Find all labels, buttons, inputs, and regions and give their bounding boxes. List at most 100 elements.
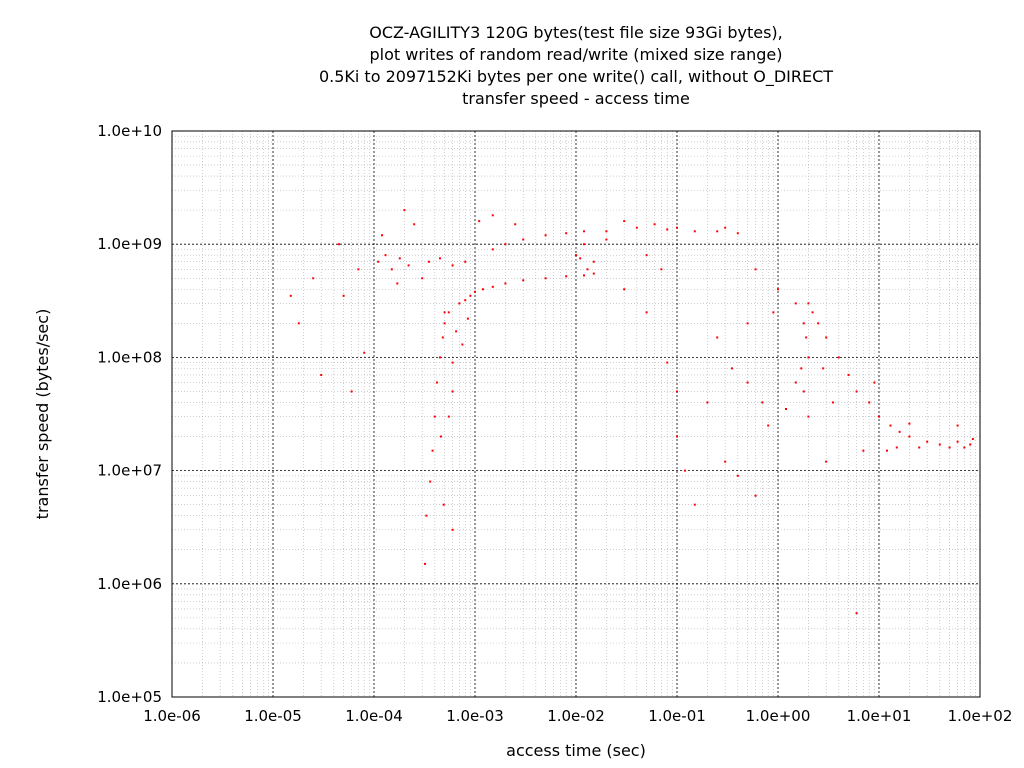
data-point [504,282,507,285]
data-point [429,480,432,483]
data-point [802,390,805,393]
data-point [427,260,430,263]
data-point [969,443,972,446]
data-point [660,268,663,271]
data-point [586,268,589,271]
data-point [956,424,959,427]
data-point [676,226,678,229]
x-tick-label: 1.0e-01 [648,707,706,725]
data-point [458,302,461,305]
data-point [469,294,472,297]
data-point [582,274,585,277]
data-point [312,277,315,280]
data-point [504,243,507,246]
x-tick-label: 1.0e-03 [446,707,504,725]
data-point [481,288,484,291]
x-tick-label: 1.0e-02 [547,707,605,725]
data-point [357,268,360,271]
data-point [761,401,764,404]
data-point [805,336,808,339]
data-point [544,277,547,280]
data-point [605,238,608,241]
data-point [522,238,525,241]
data-point [736,474,739,477]
y-tick-label: 1.0e+06 [97,575,162,593]
data-point [873,381,876,384]
data-point [825,460,828,463]
data-point [693,503,696,506]
data-point [442,503,445,506]
y-tick-label: 1.0e+10 [97,122,162,140]
data-point [855,612,858,615]
chart-title: OCZ-AGILITY3 120G bytes(test file size 9… [319,23,833,108]
data-point [724,226,727,229]
x-axis-label: access time (sec) [506,741,646,760]
data-point [342,294,345,297]
data-point [441,336,444,339]
data-point [592,260,595,263]
data-point [451,390,454,393]
y-tick-label: 1.0e+05 [97,688,162,706]
data-point [464,260,467,263]
x-tick-label: 1.0e+02 [948,707,1013,725]
data-point [451,361,454,364]
data-point [297,322,300,325]
data-point [683,469,686,472]
data-point [461,343,464,346]
data-point [706,401,709,404]
data-point [724,460,727,463]
data-point [447,415,450,418]
chart-title-line: OCZ-AGILITY3 120G bytes(test file size 9… [369,23,783,42]
data-point [384,254,387,257]
data-point [439,435,442,438]
data-point [784,408,787,411]
minor-grid [172,131,980,697]
data-point [716,336,719,339]
data-point [380,234,383,237]
data-point [474,290,476,293]
data-point [676,435,678,438]
data-point [777,288,779,291]
data-point [396,282,399,285]
data-point [522,279,525,282]
data-point [582,243,585,246]
data-point [390,268,393,271]
data-point [811,311,814,314]
data-point [889,424,892,427]
data-point [895,446,898,449]
data-point [645,254,648,257]
data-point [403,209,406,212]
data-point [377,260,380,263]
data-point [948,446,951,449]
data-point [398,257,401,260]
data-points [289,209,974,615]
data-point [289,294,292,297]
data-point [693,230,696,233]
data-point [350,390,353,393]
data-point [582,230,585,233]
data-point [716,230,719,233]
data-point [592,272,595,275]
data-point [736,232,739,235]
data-point [433,415,436,418]
data-point [407,264,410,267]
data-point [847,373,850,376]
data-point [825,336,828,339]
data-point [337,243,340,246]
x-tick-label: 1.0e-05 [244,707,302,725]
data-point [425,514,428,517]
data-point [868,401,871,404]
data-point [438,257,441,260]
data-point [746,322,749,325]
data-point [635,226,638,229]
data-point [565,232,568,235]
data-point [443,322,446,325]
data-point [491,285,494,288]
major-grid [172,131,980,697]
data-point [807,302,810,305]
data-point [424,562,427,565]
data-point [754,268,757,271]
x-axis-ticks: 1.0e-06 1.0e-05 1.0e-04 1.0e-03 1.0e-02 1.0e-… [143,707,1012,725]
data-point [885,449,888,452]
data-point [855,390,858,393]
